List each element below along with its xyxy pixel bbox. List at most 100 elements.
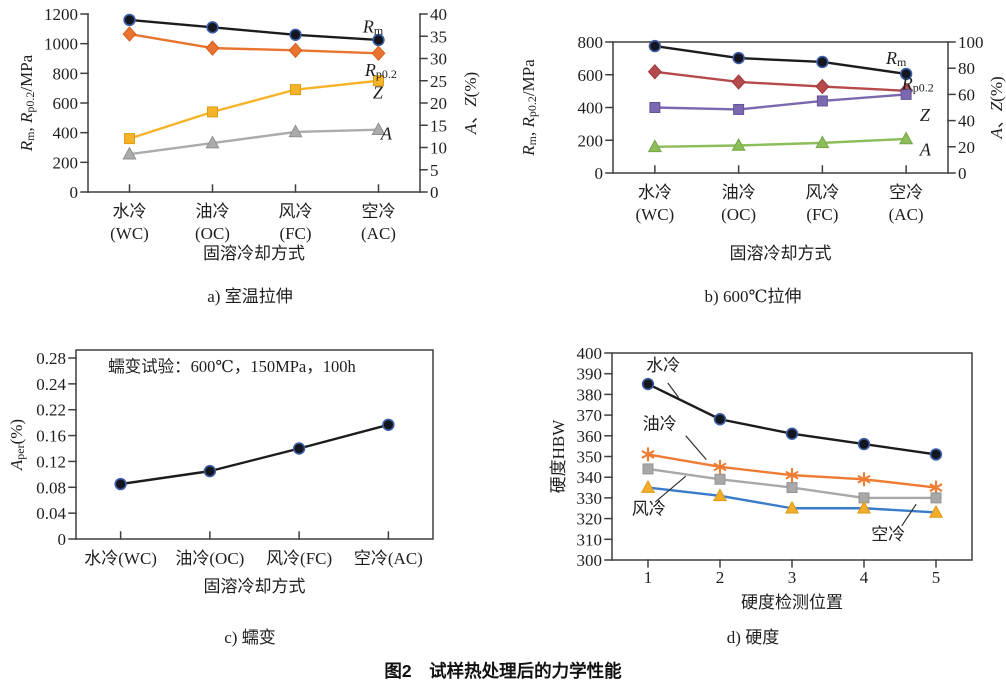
svg-text:200: 200 bbox=[53, 153, 79, 172]
svg-text:硬度检测位置: 硬度检测位置 bbox=[741, 593, 843, 612]
svg-text:20: 20 bbox=[430, 94, 447, 113]
svg-text:80: 80 bbox=[958, 59, 975, 78]
caption-c: c) 蠕变 bbox=[224, 628, 276, 647]
svg-text:Z: Z bbox=[373, 82, 384, 102]
svg-text:25: 25 bbox=[430, 71, 447, 90]
svg-text:310: 310 bbox=[577, 530, 603, 549]
svg-text:(WC): (WC) bbox=[636, 205, 675, 224]
svg-text:油冷: 油冷 bbox=[196, 202, 230, 221]
svg-text:油冷(OC): 油冷(OC) bbox=[175, 549, 244, 568]
svg-text:0.28: 0.28 bbox=[36, 349, 66, 368]
svg-text:350: 350 bbox=[577, 447, 603, 466]
svg-text:硬度HBW: 硬度HBW bbox=[549, 419, 568, 494]
svg-text:0.22: 0.22 bbox=[36, 400, 66, 419]
svg-text:A: A bbox=[919, 139, 932, 159]
svg-text:A、Z(%): A、Z(%) bbox=[987, 76, 1006, 139]
svg-text:5: 5 bbox=[932, 568, 941, 587]
svg-text:Rp0.2: Rp0.2 bbox=[901, 73, 934, 94]
series-A bbox=[122, 122, 386, 160]
svg-text:风冷: 风冷 bbox=[279, 202, 313, 221]
svg-text:3: 3 bbox=[788, 568, 797, 587]
svg-text:20: 20 bbox=[958, 137, 975, 156]
svg-text:A: A bbox=[380, 123, 393, 143]
svg-text:风冷: 风冷 bbox=[632, 499, 666, 518]
svg-text:40: 40 bbox=[430, 5, 447, 24]
svg-text:400: 400 bbox=[577, 344, 603, 363]
panel-hardness: 300 310 320 330 340 350 360 370 380 390 400 1 2 3 4 5 硬度… bbox=[500, 330, 1006, 648]
svg-text:风冷(FC): 风冷(FC) bbox=[266, 549, 332, 568]
svg-text:4: 4 bbox=[860, 568, 869, 587]
svg-text:固溶冷却方式: 固溶冷却方式 bbox=[204, 577, 306, 596]
svg-text:1000: 1000 bbox=[44, 34, 78, 53]
panel-room-temp-tensile: 0 200 400 600 800 1000 1200 0 5 10 15 20 25 30 35 40 水冷 (… bbox=[0, 0, 500, 307]
svg-text:800: 800 bbox=[578, 33, 604, 52]
panel-creep: 0 0.04 0.08 0.12 0.16 0.22 0.24 0.28 水冷(WC) 油冷(OC… bbox=[0, 330, 500, 648]
svg-text:2: 2 bbox=[716, 568, 725, 587]
svg-text:15: 15 bbox=[430, 116, 447, 135]
svg-text:360: 360 bbox=[577, 426, 603, 445]
axes bbox=[604, 352, 973, 568]
series-Rp0.2 bbox=[647, 64, 914, 99]
svg-text:380: 380 bbox=[577, 385, 603, 404]
axes bbox=[80, 13, 428, 193]
svg-text:200: 200 bbox=[578, 131, 604, 150]
series-Rm bbox=[123, 13, 385, 47]
panel-600c-tensile: 0 200 400 600 800 0 20 40 60 80 100 水冷 (WC) 油冷 (OC) 风冷 (… bbox=[500, 0, 1006, 307]
svg-text:300: 300 bbox=[577, 551, 603, 570]
svg-text:100: 100 bbox=[958, 33, 984, 52]
svg-text:0.12: 0.12 bbox=[36, 452, 66, 471]
svg-text:30: 30 bbox=[430, 49, 447, 68]
svg-text:Z: Z bbox=[920, 105, 931, 125]
series-Z bbox=[649, 88, 912, 115]
svg-text:400: 400 bbox=[53, 123, 79, 142]
series-A bbox=[647, 131, 914, 153]
svg-text:340: 340 bbox=[577, 468, 603, 487]
svg-text:0: 0 bbox=[958, 164, 967, 183]
svg-text:油冷: 油冷 bbox=[722, 183, 756, 202]
svg-text:(FC): (FC) bbox=[806, 205, 838, 224]
svg-text:40: 40 bbox=[958, 111, 975, 130]
svg-text:0.04: 0.04 bbox=[36, 504, 66, 523]
chart-creep: 0 0.04 0.08 0.12 0.16 0.22 0.24 0.28 水冷(WC) 油冷(OC… bbox=[7, 349, 434, 596]
svg-text:(AC): (AC) bbox=[361, 224, 396, 243]
svg-text:800: 800 bbox=[53, 64, 79, 83]
svg-text:600: 600 bbox=[578, 65, 604, 84]
svg-text:水冷(WC): 水冷(WC) bbox=[84, 549, 157, 568]
svg-text:0.08: 0.08 bbox=[36, 478, 66, 497]
svg-text:1: 1 bbox=[644, 568, 653, 587]
series-油冷 bbox=[641, 447, 943, 495]
series-Rp0.2 bbox=[122, 26, 386, 62]
svg-text:600: 600 bbox=[53, 94, 79, 113]
svg-text:390: 390 bbox=[577, 364, 603, 383]
svg-text:空冷: 空冷 bbox=[362, 202, 396, 221]
svg-text:固溶冷却方式: 固溶冷却方式 bbox=[203, 244, 305, 263]
svg-text:Aper(%): Aper(%) bbox=[7, 419, 28, 471]
svg-text:10: 10 bbox=[430, 138, 447, 157]
svg-text:(AC): (AC) bbox=[889, 205, 924, 224]
svg-text:(OC): (OC) bbox=[721, 205, 756, 224]
svg-text:370: 370 bbox=[577, 406, 603, 425]
svg-text:Rm: Rm bbox=[885, 48, 907, 69]
svg-text:0: 0 bbox=[58, 530, 67, 549]
svg-text:35: 35 bbox=[430, 27, 447, 46]
svg-text:0: 0 bbox=[430, 183, 439, 202]
svg-text:风冷: 风冷 bbox=[805, 183, 839, 202]
series-风冷 bbox=[642, 463, 942, 504]
svg-text:蠕变试验：600℃，150MPa，100h: 蠕变试验：600℃，150MPa，100h bbox=[108, 357, 356, 376]
svg-text:水冷: 水冷 bbox=[646, 356, 680, 375]
svg-text:1200: 1200 bbox=[44, 5, 78, 24]
series-Z bbox=[124, 75, 384, 145]
svg-text:Rp0.2: Rp0.2 bbox=[364, 60, 397, 81]
figure-title: 图2 试样热处理后的力学性能 bbox=[384, 661, 622, 681]
caption-b: b) 600℃拉伸 bbox=[704, 287, 802, 306]
svg-text:(OC): (OC) bbox=[195, 224, 230, 243]
series-Aper bbox=[114, 418, 395, 491]
svg-text:0.16: 0.16 bbox=[36, 426, 66, 445]
svg-text:Rm: Rm bbox=[362, 16, 384, 37]
svg-text:Rm, Rp0.2/MPa: Rm, Rp0.2/MPa bbox=[519, 59, 540, 157]
chart-room-temp-tensile: 0 200 400 600 800 1000 1200 0 5 10 15 20 25 30 35 40 水冷 (… bbox=[17, 5, 480, 263]
svg-text:Rm, Rp0.2/MPa: Rm, Rp0.2/MPa bbox=[17, 54, 38, 152]
svg-text:空冷(AC): 空冷(AC) bbox=[354, 549, 423, 568]
svg-text:320: 320 bbox=[577, 509, 603, 528]
